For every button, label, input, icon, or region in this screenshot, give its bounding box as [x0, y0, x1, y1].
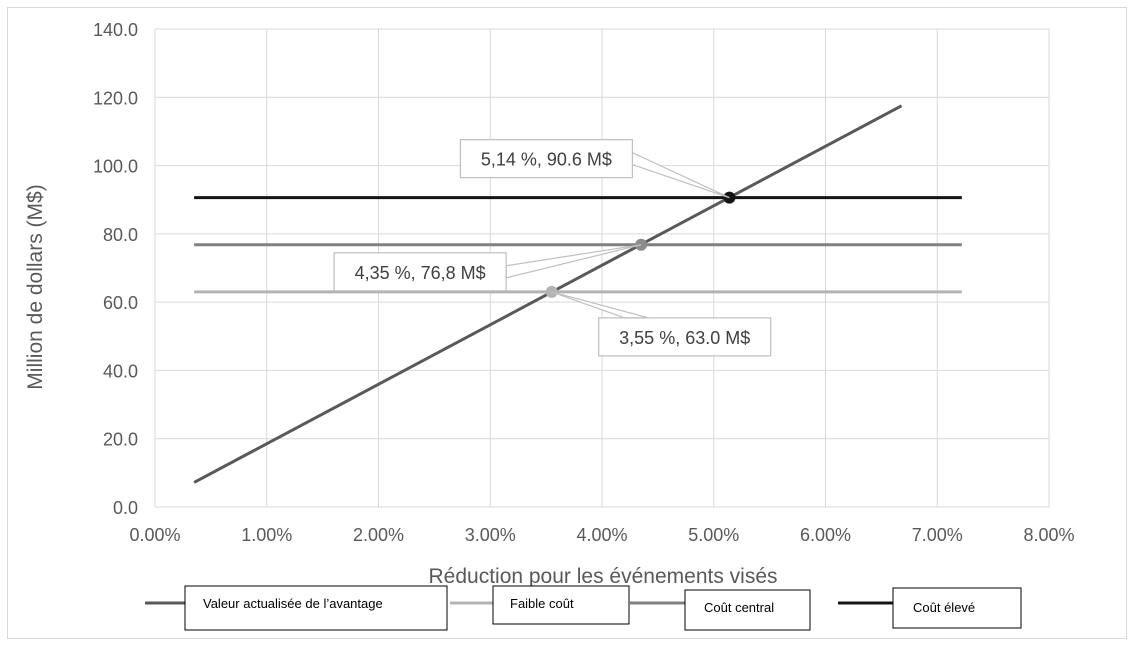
annotation-label: 4,35 %, 76,8 M$	[355, 263, 486, 283]
annotation-central-cost: 4,35 %, 76,8 M$	[333, 244, 642, 292]
annotation-pointer	[551, 291, 649, 319]
x-tick-label: 0.00%	[129, 525, 180, 545]
legend-box-benefit	[184, 585, 448, 631]
annotation-high-cost: 5,14 %, 90.6 M$	[459, 139, 730, 199]
y-tick-label: 0.0	[113, 498, 138, 518]
legend-box-high	[892, 587, 1022, 629]
annotation-box	[333, 252, 507, 292]
annotation-low-cost: 3,55 %, 63.0 M$	[551, 291, 772, 357]
x-tick-label: 8.00%	[1023, 525, 1074, 545]
y-tick-labels: 0.0 20.0 40.0 60.0 80.0 100.0 120.0 140.0	[93, 20, 138, 518]
x-tick-labels: 0.00% 1.00% 2.00% 3.00% 4.00% 5.00% 6.00% 7.00%…	[129, 525, 1074, 545]
legend: Valeur actualisée de l’avantage Faible c…	[145, 585, 1022, 631]
y-tick-label: 40.0	[103, 361, 138, 381]
y-tick-label: 20.0	[103, 430, 138, 450]
legend-label-high: Coût élevé	[913, 600, 975, 615]
annotation-pointer	[505, 244, 642, 279]
annotation-box	[598, 317, 772, 357]
legend-box-low	[492, 585, 630, 625]
x-tick-label: 6.00%	[800, 525, 851, 545]
x-tick-label: 4.00%	[576, 525, 627, 545]
annotation-label: 5,14 %, 90.6 M$	[481, 150, 612, 170]
x-tick-label: 2.00%	[353, 525, 404, 545]
annotation-label: 3,55 %, 63.0 M$	[619, 328, 750, 348]
y-axis-title: Million de dollars (M$)	[24, 184, 47, 389]
y-tick-label: 120.0	[93, 88, 138, 108]
y-tick-label: 100.0	[93, 157, 138, 177]
chart-frame	[7, 7, 1127, 639]
grid	[154, 28, 1050, 508]
x-tick-label: 7.00%	[912, 525, 963, 545]
legend-label-central: Coût central	[704, 600, 774, 615]
x-tick-label: 3.00%	[465, 525, 516, 545]
annotation-box	[459, 139, 633, 179]
annotations: 5,14 %, 90.6 M$ 4,35 %, 76,8 M$ 3,55 %, 63…	[333, 139, 772, 357]
annotation-pointer	[631, 151, 730, 199]
x-axis-title: Réduction pour les événements visés	[428, 565, 777, 588]
legend-label-benefit: Valeur actualisée de l’avantage	[203, 596, 383, 611]
y-tick-label: 60.0	[103, 293, 138, 313]
y-tick-label: 80.0	[103, 225, 138, 245]
legend-box-central	[684, 589, 811, 631]
y-tick-label: 140.0	[93, 20, 138, 40]
x-tick-label: 1.00%	[241, 525, 292, 545]
x-tick-label: 5.00%	[688, 525, 739, 545]
legend-label-low: Faible coût	[510, 596, 574, 611]
